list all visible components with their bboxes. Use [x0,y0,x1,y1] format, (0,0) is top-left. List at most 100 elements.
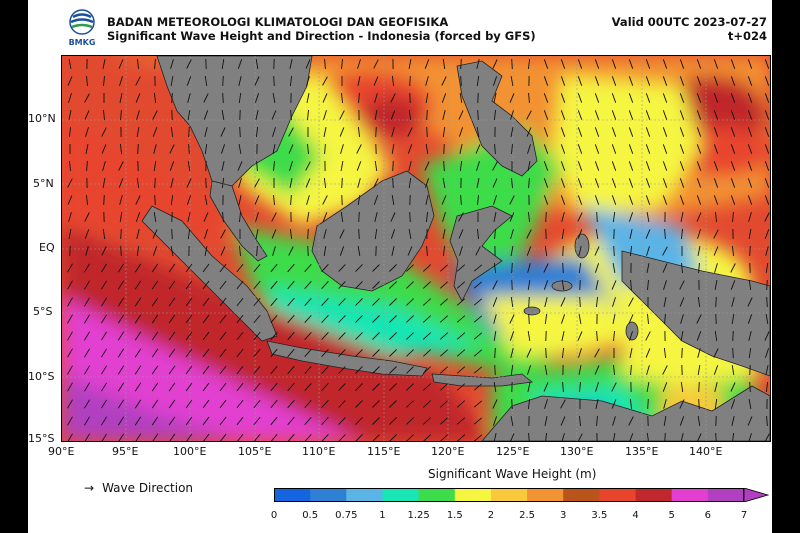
wave-arrow [372,281,380,289]
wave-arrow [372,332,380,340]
wave-arrow [238,92,242,104]
wave-arrow [493,331,497,341]
wave-arrow [440,400,448,408]
wave-arrow [168,365,176,375]
wave-arrow [679,178,685,188]
wave-arrow [679,416,685,426]
wave-arrow [253,433,261,441]
colorbar [274,487,770,503]
wave-arrow [135,195,141,205]
wave-arrow [255,212,259,222]
wave-arrow [645,161,651,171]
wave-arrow [456,417,466,425]
wave-arrow [220,127,226,137]
wave-arrow [409,75,411,87]
wave-arrow [355,417,363,425]
wave-arrow [645,178,651,188]
wave-arrow [188,143,190,155]
wave-arrow [305,59,311,69]
wave-arrow [101,348,107,358]
wave-arrow [441,76,447,86]
wave-arrow [289,59,293,69]
wave-arrow [237,59,243,69]
wave-arrow [425,195,429,205]
wave-arrow [151,263,159,273]
wave-arrow [511,262,513,274]
colorbar-segment [418,488,456,502]
wave-arrow [219,314,227,324]
wave-arrow [440,298,448,306]
wave-arrow [696,76,702,86]
wave-arrow [731,365,735,375]
colorbar-title: Significant Wave Height (m) [428,467,597,481]
wave-arrow [766,415,768,427]
wave-arrow [101,127,107,137]
wave-arrow [544,416,548,426]
wave-arrow [219,399,227,409]
wave-arrow [511,398,513,410]
wave-arrow [645,93,651,103]
wave-arrow [526,246,532,256]
wave-arrow [355,332,363,340]
wave-arrow [628,416,634,426]
wave-arrow [306,93,310,103]
wave-arrow [67,263,73,273]
wave-arrow [646,246,650,256]
wave-arrow [440,417,448,425]
wave-arrow [713,178,719,188]
wave-arrow [749,245,751,257]
wave-arrow [185,331,193,341]
wave-arrow [256,160,258,172]
wave-arrow [492,399,498,409]
wave-arrow [222,92,224,104]
wave-arrow [372,298,380,306]
colorbar-segment [346,488,383,502]
wave-arrow [422,298,432,306]
wave-arrow [270,382,278,392]
wave-arrow [612,416,616,426]
colorbar-tick-label: 1.5 [446,510,463,521]
wave-arrow [577,144,583,154]
wave-arrow [373,195,379,205]
wave-arrow [341,58,343,70]
wave-arrow [170,76,174,86]
colorbar-segment [310,488,347,502]
wave-arrow [543,110,549,120]
wave-arrow [577,161,583,171]
wave-arrow [475,246,481,256]
wave-arrow [714,381,718,393]
lon-tick-125e: 125°E [496,445,530,458]
wave-arrow [560,93,566,103]
wave-arrow [101,399,107,409]
colorbar-segment [671,488,709,502]
wave-arrow [406,264,414,272]
wave-arrow [578,348,582,358]
wave-arrow [510,364,514,376]
wave-arrow [747,110,753,120]
wave-arrow [154,194,156,206]
wave-arrow [578,245,582,257]
wave-arrow [389,332,397,340]
wave-arrow [287,280,295,290]
wave-arrow [304,281,312,289]
wave-arrow [372,400,380,408]
wave-arrow [204,126,208,138]
wave-arrow [748,399,752,409]
wave-arrow [101,314,107,324]
colorbar-segment [274,488,311,502]
wave-arrow [645,348,651,358]
wave-arrow [663,416,667,426]
wave-arrow [679,280,685,290]
wave-arrow [136,110,140,120]
wave-arrow [458,110,464,120]
wave-arrow [611,127,617,137]
wave-arrow [287,348,295,358]
wave-arrow [322,212,328,222]
wave-arrow [422,281,432,289]
wave-arrow [134,382,142,392]
wave-arrow [747,59,753,69]
wave-arrow [679,110,685,120]
wave-arrow [696,127,702,137]
wave-arrow [406,281,414,289]
wave-arrow [86,75,88,87]
